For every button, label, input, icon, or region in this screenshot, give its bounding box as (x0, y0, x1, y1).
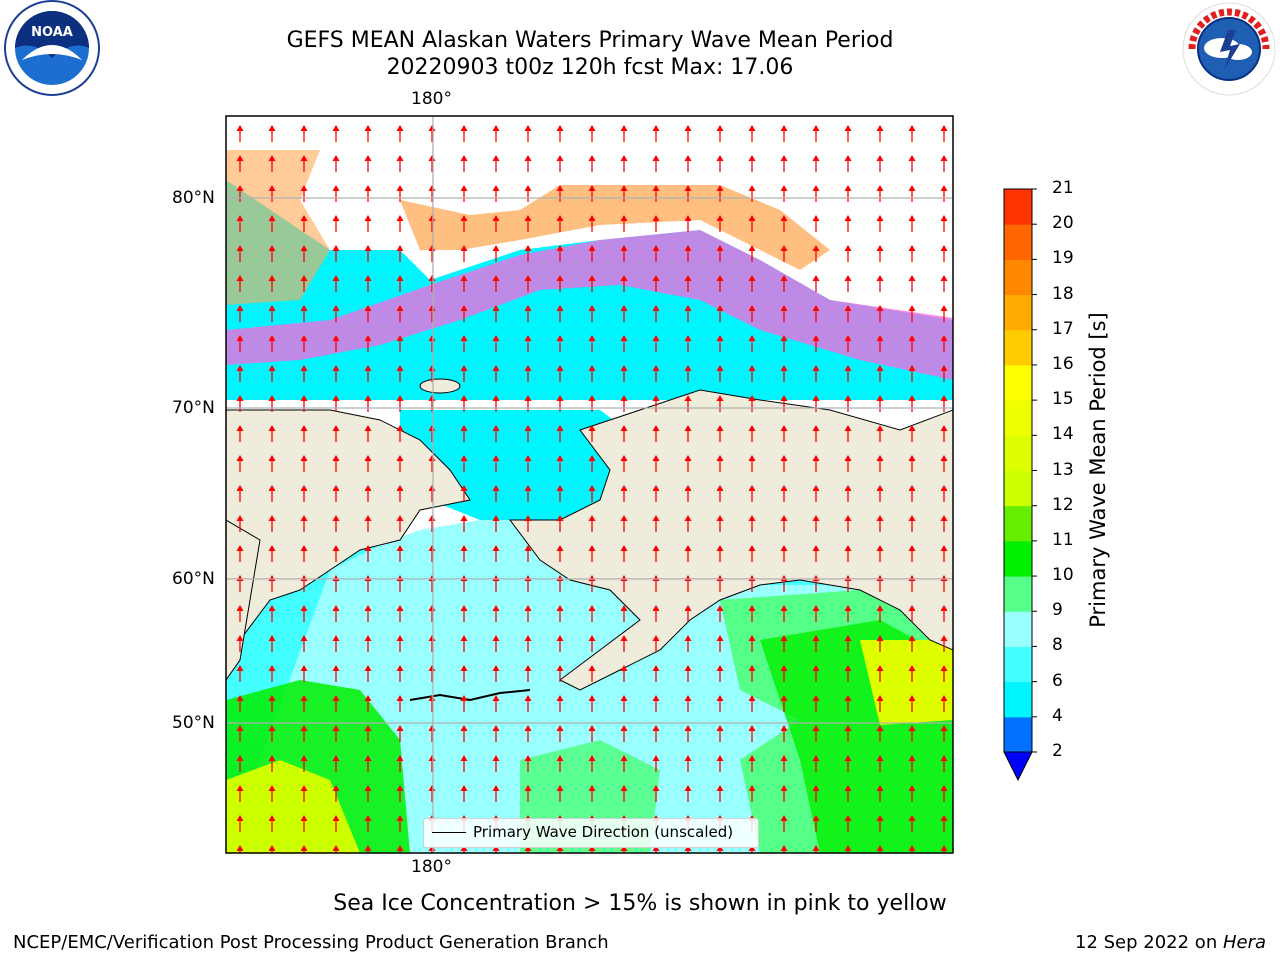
colorbar-segment (1004, 189, 1032, 225)
colorbar-tick-label: 12 (1052, 494, 1074, 515)
colorbar-tick-label: 2 (1052, 741, 1063, 761)
national-weather-service-logo (1182, 2, 1276, 96)
lat-label-50: 50°N (172, 713, 215, 733)
colorbar-tick-label: 20 (1052, 213, 1074, 234)
colorbar-tick-label: 9 (1052, 600, 1063, 621)
graticule (226, 116, 953, 853)
colorbar-tick-label: 21 (1052, 178, 1074, 198)
map-legend: Primary Wave Direction (unscaled) (423, 818, 759, 848)
footer-date: 12 Sep 2022 on Hera (1075, 932, 1266, 953)
sea-ice-note: Sea Ice Concentration > 15% is shown in … (333, 891, 947, 916)
map-frame (225, 115, 954, 854)
legend-line-swatch (432, 832, 466, 833)
colorbar (1003, 188, 1037, 782)
lat-label-60: 60°N (172, 569, 215, 589)
chart-subtitle: 20220903 t00z 120h fcst Max: 17.06 (386, 55, 794, 80)
colorbar-segment (1004, 505, 1032, 542)
legend-label: Primary Wave Direction (unscaled) (473, 823, 734, 841)
colorbar-segment (1004, 611, 1032, 647)
colorbar-segment (1004, 646, 1032, 683)
colorbar-segment (1004, 259, 1032, 296)
colorbar-title: Primary Wave Mean Period [s] (1086, 312, 1110, 628)
footer-date-text: 12 Sep 2022 on (1075, 932, 1223, 953)
colorbar-segment (1004, 681, 1032, 718)
colorbar-segment (1004, 540, 1032, 577)
chart-title: GEFS MEAN Alaskan Waters Primary Wave Me… (286, 28, 894, 53)
colorbar-tick-label: 18 (1052, 283, 1074, 304)
colorbar-tick-label: 15 (1052, 389, 1074, 410)
lat-label-80: 80°N (172, 188, 215, 208)
footer-machine: Hera (1222, 932, 1266, 953)
noaa-logo: NOAA (4, 0, 100, 96)
colorbar-tick-label: 11 (1052, 529, 1074, 550)
colorbar-segment (1004, 400, 1032, 436)
lat-label-70: 70°N (172, 398, 215, 418)
lon-label-top: 180° (411, 89, 452, 109)
colorbar-segment (1004, 329, 1032, 366)
colorbar-tick-label: 10 (1052, 565, 1074, 586)
wave-direction-arrows (226, 116, 953, 853)
footer-organization: NCEP/EMC/Verification Post Processing Pr… (13, 932, 609, 953)
colorbar-tick-label: 13 (1052, 459, 1074, 480)
colorbar-segment (1004, 364, 1032, 401)
svg-text:NOAA: NOAA (31, 25, 73, 40)
colorbar-segment (1004, 294, 1032, 331)
colorbar-tick-label: 16 (1052, 353, 1074, 374)
colorbar-under-triangle (1003, 751, 1033, 782)
colorbar-tick-label: 4 (1052, 705, 1063, 726)
colorbar-segment (1004, 470, 1032, 507)
colorbar-tick-label: 17 (1052, 318, 1074, 339)
colorbar-tick-label: 6 (1052, 670, 1063, 691)
lon-label-bottom: 180° (411, 857, 452, 877)
colorbar-tick-label: 14 (1052, 424, 1074, 445)
colorbar-tick-label: 8 (1052, 635, 1063, 656)
colorbar-segment (1004, 224, 1032, 260)
colorbar-segment (1004, 435, 1032, 471)
colorbar-segment (1004, 716, 1032, 753)
colorbar-segment (1004, 576, 1032, 612)
colorbar-tick-label: 19 (1052, 248, 1074, 269)
